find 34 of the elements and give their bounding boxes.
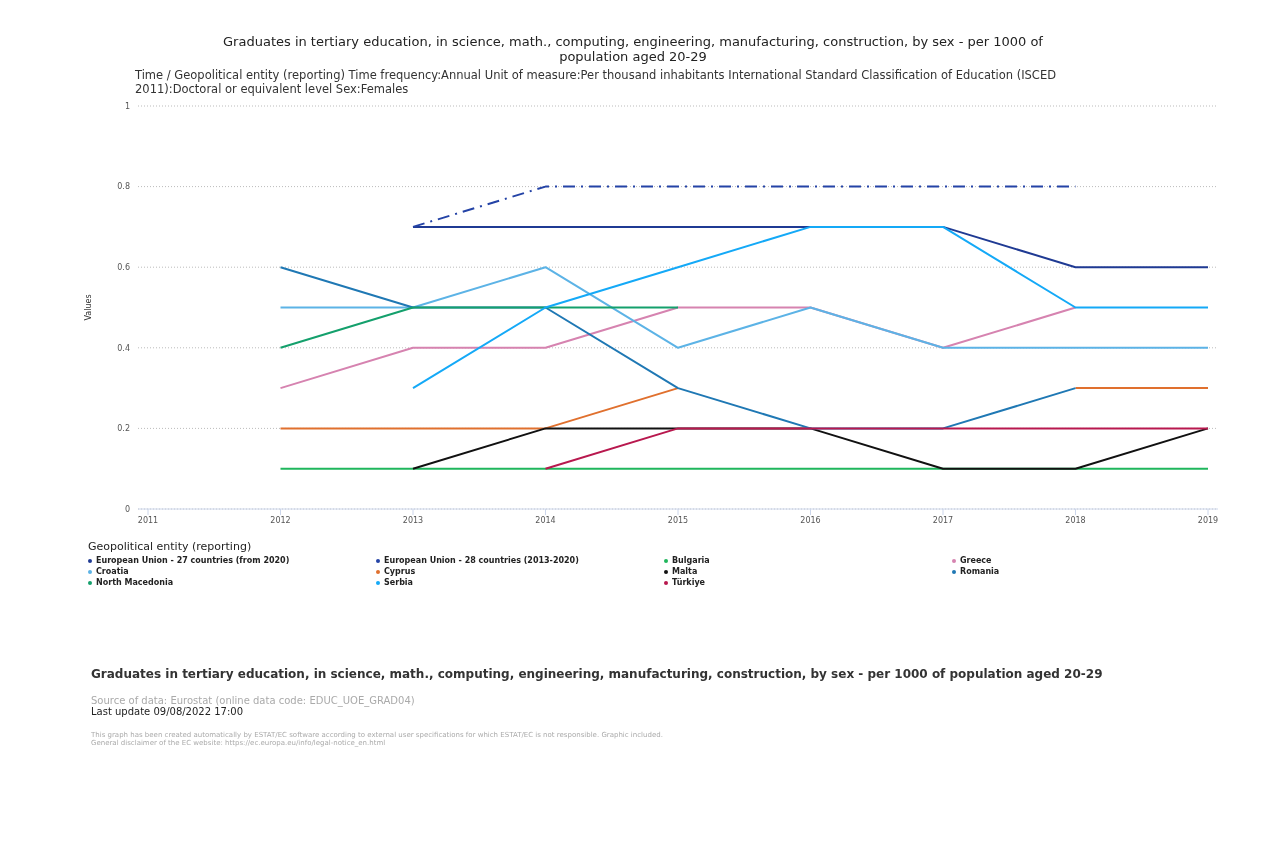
y-tick-label: 0	[124, 504, 130, 514]
legend-label: Türkiye	[672, 578, 706, 587]
x-tick-label: 2015	[667, 515, 689, 525]
legend-label: European Union - 28 countries (2013-2020)	[384, 556, 579, 565]
legend-label: North Macedonia	[96, 578, 174, 587]
legend-label: European Union - 27 countries (from 2020)	[96, 556, 290, 565]
legend-label: Croatia	[96, 567, 129, 576]
y-tick-label: 0.6	[117, 263, 130, 273]
x-tick-label: 2019	[1197, 515, 1219, 525]
chart-title: Graduates in tertiary education, in science, math., computing, engineering, manufacturing, construction, by sex - per 1000 of population aged 20-29	[222, 33, 1044, 64]
x-tick-label: 2016	[800, 515, 821, 525]
chart-subtitle: Time / Geopolitical entity (reporting) Time frequency:Annual Unit of measure:Per thousand inhabitants International Standard Classification of Education (ISCED 2011):Doctoral or equivalent level Sex:Females	[134, 67, 1057, 96]
y-axis-title: Values	[83, 294, 93, 321]
x-tick-label: 2018	[1065, 515, 1086, 525]
y-tick-label: 0.8	[117, 182, 130, 192]
y-tick-label: 1	[124, 101, 130, 111]
legend-label: Romania	[960, 567, 1000, 576]
source-note: Source of data: Eurostat (online data code: EDUC_UOE_GRAD04)	[91, 695, 416, 706]
y-tick-label: 0.4	[117, 343, 130, 353]
legend-label: Serbia	[384, 578, 413, 587]
text: Last update 09/08/2022 17:00	[91, 706, 245, 717]
line-series	[412, 225, 1209, 390]
x-tick-label: 2011	[137, 515, 159, 525]
x-tick-label: 2012	[270, 515, 291, 525]
x-tick-label: 2013	[402, 515, 424, 525]
y-tick-label: 0.2	[117, 424, 130, 434]
legend-label: Malta	[672, 567, 698, 576]
legend-label: Greece	[960, 556, 992, 565]
legend-label: Bulgaria	[672, 556, 710, 565]
x-tick-label: 2017	[932, 515, 954, 525]
text: Graduates in tertiary education, in science, math., computing, engineering, manufacturing, construction, by sex - per 1000 of population aged 20-29	[91, 667, 1104, 681]
x-tick-label: 2014	[535, 515, 556, 525]
legend-label: Cyprus	[384, 567, 416, 576]
legend-title: Geopolitical entity (reporting)	[88, 540, 253, 553]
